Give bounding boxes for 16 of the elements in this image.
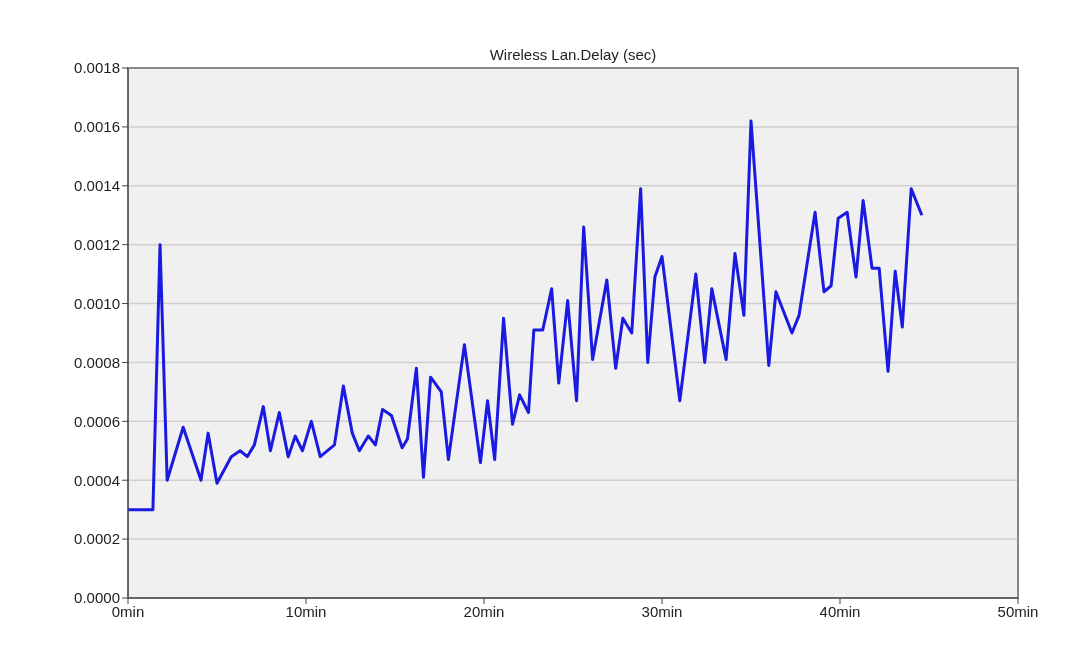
x-tick-label: 30min <box>641 602 683 620</box>
y-tick-label: 0.0002 <box>74 530 120 548</box>
x-tick-label: 10min <box>285 602 327 620</box>
y-tick-label: 0.0006 <box>74 412 120 430</box>
y-tick-label: 0.0014 <box>74 177 120 195</box>
y-tick-label: 0.0012 <box>74 235 120 253</box>
line-series <box>128 119 924 512</box>
y-tick-label: 0.0010 <box>74 294 120 312</box>
y-tick-label: 0.0004 <box>74 471 120 489</box>
x-tick-label: 40min <box>819 602 861 620</box>
x-tick-label: 20min <box>463 602 505 620</box>
chart-title: Wireless Lan.Delay (sec) <box>488 46 658 63</box>
y-tick-label: 0.0016 <box>74 118 120 136</box>
y-tick-label: 0.0008 <box>74 353 120 371</box>
y-tick-label: 0.0018 <box>74 59 120 77</box>
x-tick-label: 50min <box>997 602 1039 620</box>
